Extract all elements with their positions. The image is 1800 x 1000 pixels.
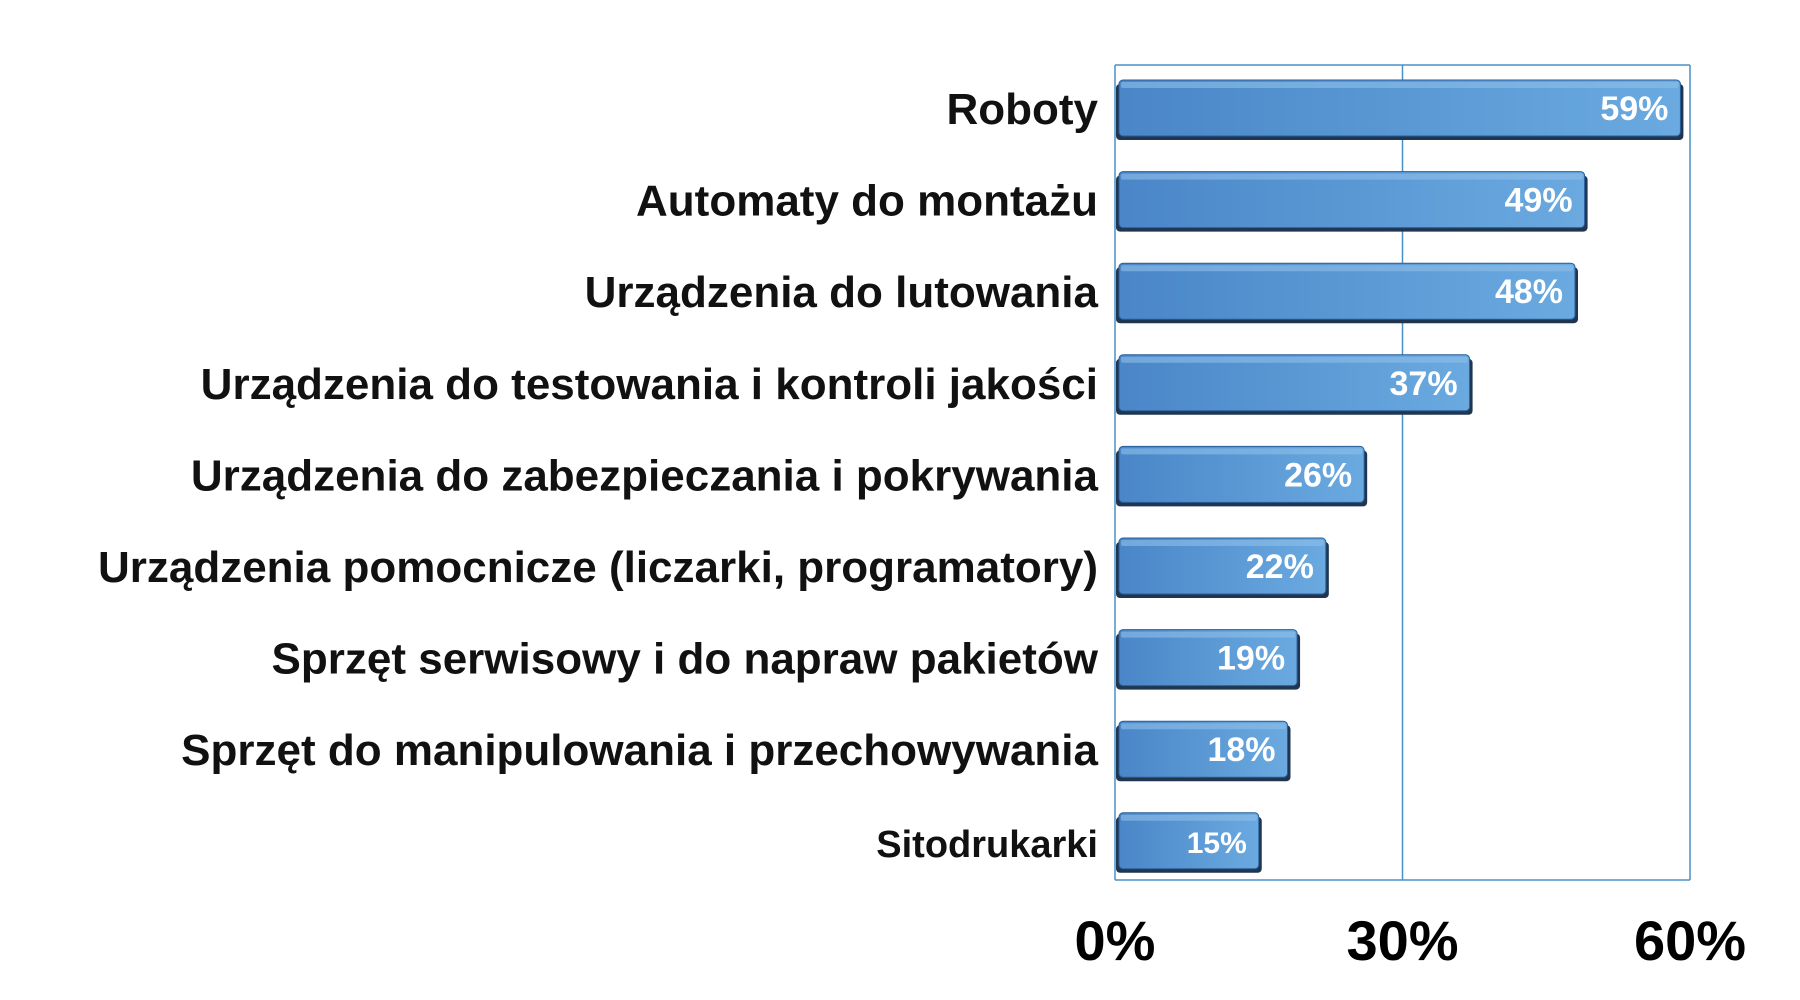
value-label-6: 19%: [1217, 640, 1285, 678]
category-label-4: Urządzenia do zabezpieczania i pokrywani…: [191, 451, 1099, 500]
bar-highlight: [1121, 356, 1468, 363]
bar-1: [1116, 171, 1588, 232]
bar-face: [1118, 79, 1681, 137]
bar-highlight: [1121, 265, 1573, 272]
bar-highlight: [1121, 173, 1583, 180]
bar-highlight: [1121, 82, 1679, 88]
bar-4: [1116, 445, 1368, 507]
category-label-7: Sprzęt do manipulowania i przechowywania: [181, 726, 1098, 775]
value-label-7: 18%: [1207, 731, 1275, 769]
bar-3: [1116, 354, 1473, 415]
bar-highlight: [1121, 723, 1286, 730]
bar-face: [1118, 262, 1576, 320]
bar-face: [1118, 445, 1365, 503]
x-tick-label-2: 60%: [1634, 909, 1746, 972]
bar-highlight: [1121, 448, 1363, 455]
bars: [1116, 79, 1684, 873]
category-label-0: Roboty: [946, 85, 1098, 134]
bar-6: [1116, 629, 1301, 690]
value-label-2: 48%: [1495, 273, 1563, 311]
x-axis-tick-labels: 0% 30% 60%: [1075, 909, 1747, 972]
bar-7: [1116, 720, 1291, 782]
value-label-1: 49%: [1505, 182, 1573, 220]
value-label-8: 15%: [1187, 827, 1247, 860]
value-label-3: 37%: [1390, 365, 1458, 403]
bar-face: [1118, 720, 1288, 778]
x-tick-label-1: 30%: [1346, 909, 1458, 972]
bar-highlight: [1121, 540, 1324, 546]
bar-8: [1116, 812, 1262, 873]
category-label-2: Urządzenia do lutowania: [585, 268, 1099, 317]
category-label-5: Urządzenia pomocnicze (liczarki, program…: [98, 543, 1098, 592]
bar-face: [1118, 629, 1298, 687]
value-labels: 59% 49% 48% 37% 26% 22% 19% 18% 15%: [1187, 90, 1669, 860]
value-label-0: 59%: [1600, 90, 1668, 128]
category-label-1: Automaty do montażu: [636, 177, 1098, 226]
bar-face: [1118, 354, 1471, 412]
category-labels: Roboty Automaty do montażu Urządzenia do l…: [98, 85, 1099, 866]
bar-5: [1116, 537, 1329, 598]
value-label-4: 26%: [1284, 456, 1352, 494]
bar-2: [1116, 262, 1578, 324]
category-label-8: Sitodrukarki: [876, 824, 1098, 866]
x-tick-label-0: 0%: [1075, 909, 1156, 972]
bar-face: [1118, 171, 1586, 229]
category-label-6: Sprzęt serwisowy i do napraw pakietów: [272, 635, 1099, 684]
value-label-5: 22%: [1246, 548, 1314, 586]
category-label-3: Urządzenia do testowania i kontroli jako…: [201, 360, 1098, 409]
bar-highlight: [1121, 631, 1296, 638]
bar-face: [1118, 537, 1327, 595]
bar-face: [1118, 812, 1260, 870]
bar-0: [1116, 79, 1684, 140]
bar-highlight: [1121, 814, 1257, 821]
